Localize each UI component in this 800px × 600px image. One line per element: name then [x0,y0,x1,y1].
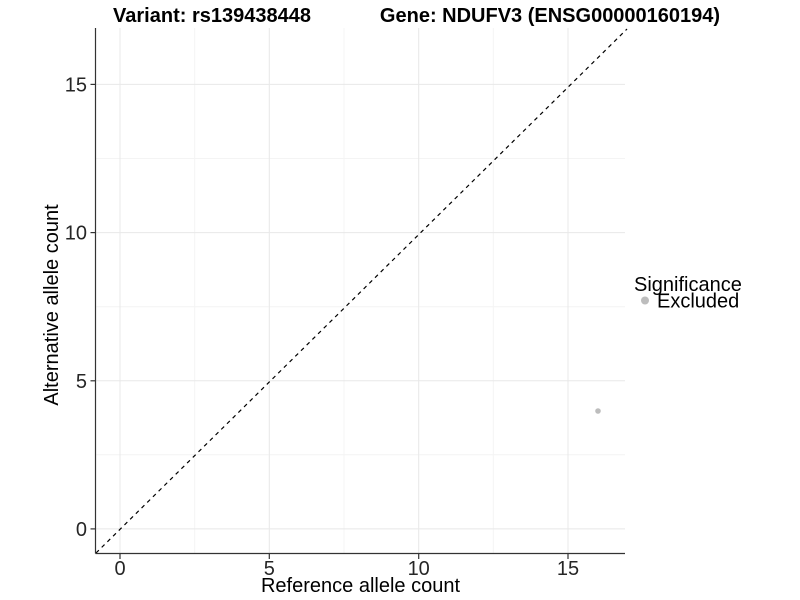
y-axis-tick-labels: 0 5 10 15 [65,74,87,541]
data-point-excluded [595,408,601,414]
y-tick-15: 15 [65,74,87,96]
x-tick-0: 0 [114,558,125,580]
variant-title: Variant: rs139438448 [113,5,311,27]
x-tick-10: 10 [408,558,430,580]
x-axis-tick-marks [119,554,569,559]
legend-item-excluded: Excluded [657,291,739,313]
grid-minor-lines [96,28,625,553]
grid-major-lines [96,28,625,553]
legend: Significance Excluded [634,274,742,313]
x-axis-tick-labels: 0 5 10 15 [114,558,579,580]
y-tick-0: 0 [76,519,87,541]
y-tick-5: 5 [76,371,87,393]
y-axis-tick-marks [90,83,96,530]
gene-title: Gene: NDUFV3 (ENSG00000160194) [380,5,720,27]
x-tick-15: 15 [557,558,579,580]
y-axis-title: Alternative allele count [41,204,63,406]
x-tick-5: 5 [264,558,275,580]
legend-title: Significance [634,274,742,296]
axis-lines [94,28,625,555]
y-tick-10: 10 [65,223,87,245]
x-axis-title: Reference allele count [261,575,460,597]
legend-key-dot-icon [641,296,649,305]
identity-reference-line [95,28,628,554]
